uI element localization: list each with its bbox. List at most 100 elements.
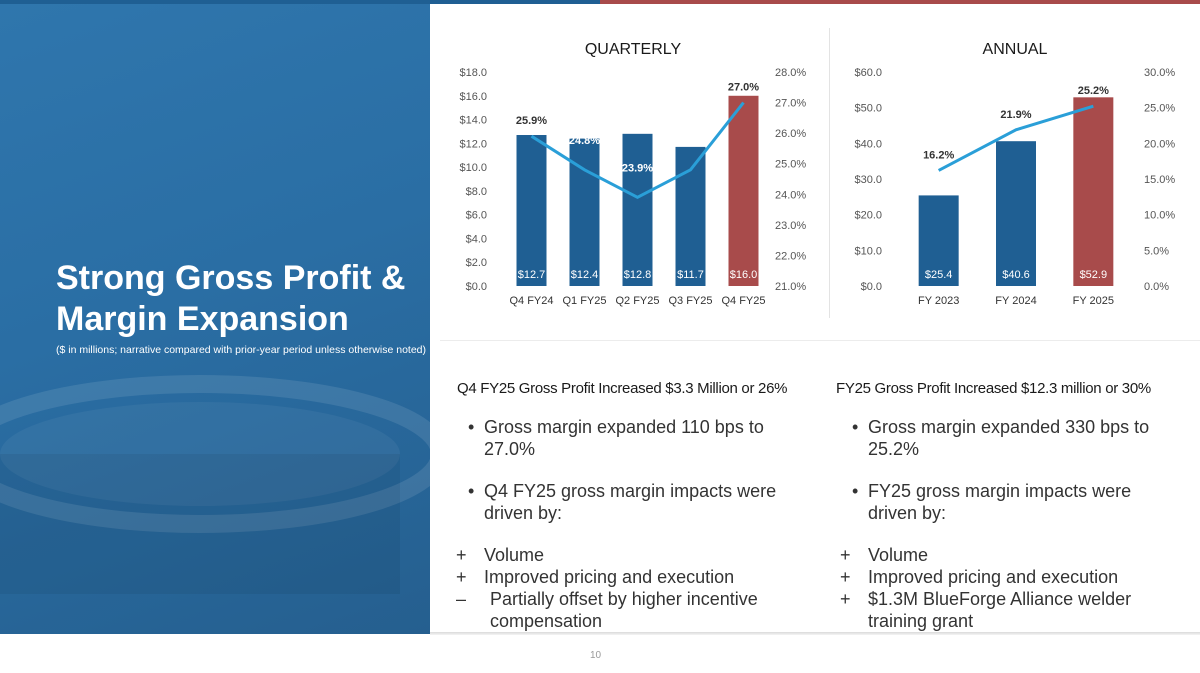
driver-symbol: + — [840, 567, 851, 587]
x-axis-tick-label: Q1 FY25 — [562, 295, 606, 307]
annual-driver-item: + Improved pricing and execution — [840, 566, 1172, 588]
driver-symbol: + — [456, 567, 467, 587]
driver-text: $1.3M BlueForge Alliance welder training… — [868, 589, 1132, 631]
line-data-label: 16.2% — [923, 149, 954, 161]
line-data-label: 25.9% — [516, 115, 547, 127]
slide-title: Strong Gross Profit & Margin Expansion — [56, 259, 406, 338]
quarterly-bullet-drivers: Q4 FY25 gross margin impacts were driven… — [468, 480, 818, 524]
y-axis-tick-label: $0.0 — [861, 281, 882, 293]
bar — [622, 133, 653, 286]
y2-axis-tick-label: 22.0% — [775, 250, 806, 262]
quarterly-driver-item: + Volume — [456, 544, 818, 566]
driver-text: Improved pricing and execution — [868, 567, 1119, 587]
y2-axis-tick-label: 20.0% — [1144, 138, 1175, 150]
annual-heading: FY25 Gross Profit Increased $12.3 millio… — [836, 380, 1151, 397]
line-data-label: 27.0% — [728, 82, 759, 94]
y-axis-tick-label: $50.0 — [854, 103, 882, 115]
y2-axis-tick-label: 25.0% — [775, 159, 806, 171]
bar-data-label: $16.0 — [730, 269, 758, 281]
line-data-label: 25.2% — [1078, 85, 1109, 97]
driver-text: Volume — [868, 545, 929, 565]
bar-data-label: $11.7 — [677, 269, 704, 281]
x-axis-tick-label: FY 2025 — [1073, 295, 1114, 307]
y2-axis-tick-label: 21.0% — [775, 281, 806, 293]
chart-title: QUARTERLY — [585, 41, 682, 58]
driver-text: Partially offset by higher incentive com… — [490, 589, 758, 631]
y-axis-tick-label: $10.0 — [459, 162, 487, 174]
chart-divider — [829, 28, 830, 318]
y-axis-tick-label: $18.0 — [459, 67, 487, 79]
bar-data-label: $25.4 — [925, 269, 953, 281]
driver-symbol: – — [456, 589, 467, 609]
bar — [918, 195, 959, 286]
x-axis-tick-label: Q4 FY25 — [721, 295, 765, 307]
y-axis-tick-label: $6.0 — [466, 210, 487, 222]
y2-axis-tick-label: 28.0% — [775, 67, 806, 79]
y2-axis-tick-label: 0.0% — [1144, 281, 1169, 293]
driver-symbol: + — [840, 589, 851, 609]
line-data-label: 21.9% — [1000, 109, 1031, 121]
y2-axis-tick-label: 15.0% — [1144, 174, 1175, 186]
bar — [728, 95, 759, 287]
driver-text: Volume — [484, 545, 545, 565]
annual-bullets: Gross margin expanded 330 bps to 25.2% F… — [840, 416, 1172, 632]
y-axis-tick-label: $16.0 — [459, 91, 487, 103]
y-axis-tick-label: $14.0 — [459, 115, 487, 127]
x-axis-tick-label: Q2 FY25 — [615, 295, 659, 307]
quarterly-driver-list: + Volume + Improved pricing and execution … — [456, 544, 818, 632]
margin-line — [937, 104, 1094, 172]
y2-axis-tick-label: 23.0% — [775, 220, 806, 232]
annual-driver-item: + Volume — [840, 544, 1172, 566]
line-data-label: 24.8% — [569, 135, 600, 147]
bottom-rule — [430, 632, 1200, 635]
y-axis-tick-label: $60.0 — [854, 67, 882, 79]
y-axis-tick-label: $2.0 — [466, 257, 487, 269]
chart-title: ANNUAL — [983, 41, 1048, 58]
driver-symbol: + — [456, 545, 467, 565]
y-axis-tick-label: $4.0 — [466, 233, 487, 245]
page-number: 10 — [590, 650, 602, 661]
bar-data-label: $40.6 — [1002, 269, 1030, 281]
y2-axis-tick-label: 24.0% — [775, 189, 806, 201]
y2-axis-tick-label: 30.0% — [1144, 67, 1175, 79]
y-axis-tick-label: $10.0 — [854, 245, 882, 257]
top-accent-bar-red — [600, 0, 1200, 4]
y2-axis-tick-label: 27.0% — [775, 98, 806, 110]
y-axis-tick-label: $30.0 — [854, 174, 882, 186]
quarterly-driver-item: + Improved pricing and execution — [456, 566, 818, 588]
x-axis-tick-label: Q3 FY25 — [668, 295, 712, 307]
driver-symbol: + — [840, 545, 851, 565]
slide-subtitle: ($ in millions; narrative compared with … — [56, 344, 426, 356]
driver-text: Improved pricing and execution — [484, 567, 735, 587]
y2-axis-tick-label: 26.0% — [775, 128, 806, 140]
bar — [1073, 97, 1114, 286]
y-axis-tick-label: $20.0 — [854, 210, 882, 222]
y-axis-tick-label: $12.0 — [459, 138, 487, 150]
quarterly-heading: Q4 FY25 Gross Profit Increased $3.3 Mill… — [457, 380, 788, 397]
charts-area: QUARTERLY $0.0 $2.0 $4.0 $6.0 $8.0 $10.0 $12.0 $… — [459, 41, 1175, 307]
bar-data-label: $52.9 — [1080, 269, 1108, 281]
annual-driver-list: + Volume + Improved pricing and execution … — [840, 544, 1172, 632]
y2-axis-tick-label: 10.0% — [1144, 210, 1175, 222]
x-axis-tick-label: FY 2023 — [918, 295, 959, 307]
hero-panel: Strong Gross Profit & Margin Expansion (… — [0, 4, 430, 634]
annual-bullet-drivers: FY25 gross margin impacts were driven by… — [852, 480, 1172, 524]
bar-data-label: $12.4 — [571, 269, 599, 281]
bar — [516, 135, 547, 286]
y2-axis-tick-label: 25.0% — [1144, 103, 1175, 115]
annual-bullet-margin: Gross margin expanded 330 bps to 25.2% — [852, 416, 1172, 460]
y2-axis-tick-label: 5.0% — [1144, 245, 1169, 257]
section-divider — [440, 340, 1200, 341]
line-data-label: 24.8% — [675, 135, 706, 147]
y-axis-tick-label: $8.0 — [466, 186, 487, 198]
quarterly-bullet-margin: Gross margin expanded 110 bps to 27.0% — [468, 416, 818, 460]
bar — [996, 141, 1036, 286]
bar-data-label: $12.8 — [624, 269, 652, 281]
quarterly-driver-item: – Partially offset by higher incentive co… — [456, 588, 786, 632]
y-axis-tick-label: $40.0 — [854, 138, 882, 150]
x-axis-tick-label: Q4 FY24 — [509, 295, 553, 307]
margin-line — [530, 101, 745, 200]
bar-data-label: $12.7 — [518, 269, 546, 281]
top-accent-bar-blue — [0, 0, 600, 4]
y-axis-tick-label: $0.0 — [466, 281, 487, 293]
